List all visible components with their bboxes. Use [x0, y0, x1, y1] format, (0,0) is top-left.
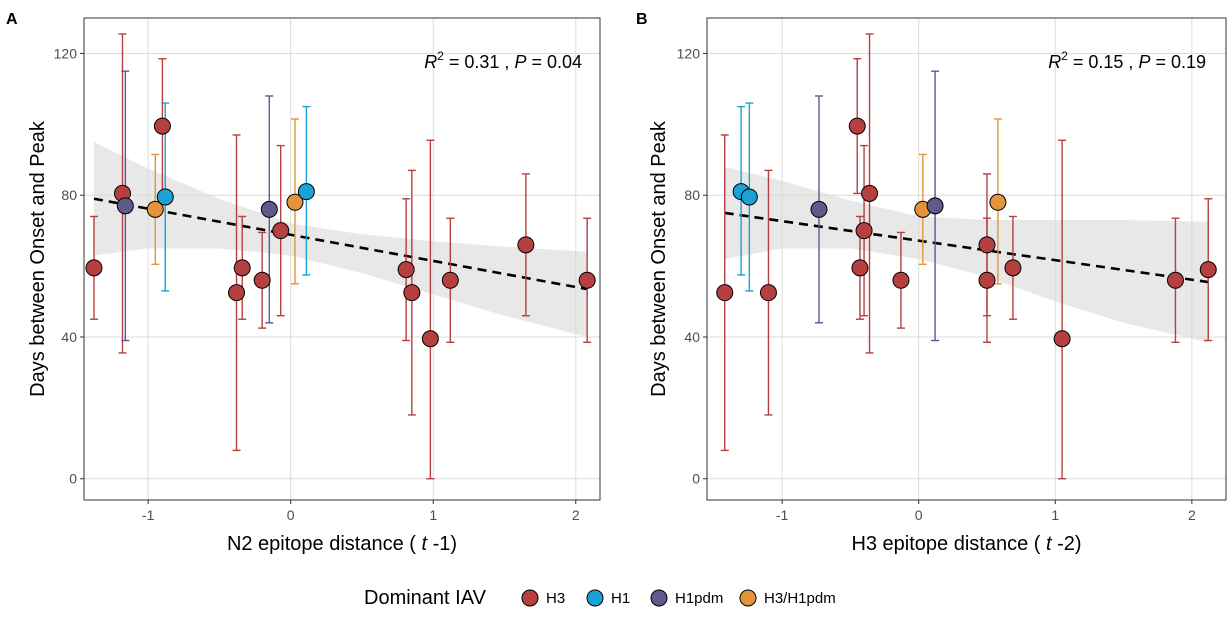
- x-tick-label: 0: [915, 507, 923, 523]
- legend-item: H1pdm: [650, 589, 723, 607]
- x-tick-label: 1: [429, 507, 437, 523]
- data-point: [1004, 259, 1022, 277]
- data-point: [716, 284, 734, 302]
- y-axis-title: Days between Onset and Peak: [27, 120, 49, 397]
- error-bar: [1058, 139, 1067, 480]
- regression-line: [724, 211, 1209, 284]
- legend-swatch: [521, 589, 539, 607]
- y-tick-label: 120: [54, 45, 78, 61]
- panel-border: [706, 17, 1227, 501]
- data-point: [421, 330, 439, 348]
- y-tick-label: 0: [692, 471, 700, 487]
- data-point: [441, 271, 459, 289]
- x-tick-label: 0: [287, 507, 295, 523]
- data-point: [156, 188, 174, 206]
- x-tick-label: 1: [1051, 507, 1059, 523]
- x-tick-label: -1: [776, 507, 789, 523]
- data-point: [851, 259, 869, 277]
- data-point: [153, 117, 171, 135]
- legend-box: [352, 577, 906, 617]
- panel-tag: A: [6, 11, 18, 28]
- data-point: [578, 271, 596, 289]
- data-point: [1199, 261, 1217, 279]
- data-point: [397, 261, 415, 279]
- confidence-ribbon: [93, 142, 588, 337]
- x-axis-title: H3 epitope distance ( t -2): [851, 533, 1081, 555]
- x-tick-label: -1: [142, 507, 155, 523]
- legend-label: H1: [611, 590, 630, 607]
- legend: Dominant IAV H3 H1 H1pdm H3/H1pdm: [352, 577, 906, 617]
- data-point: [116, 197, 134, 215]
- data-point: [740, 188, 758, 206]
- legend-label: H1pdm: [675, 590, 723, 607]
- data-point: [978, 271, 996, 289]
- data-point: [253, 271, 271, 289]
- stats-annotation: R2 = 0.15 , P = 0.19: [1048, 49, 1206, 72]
- y-tick-label: 40: [684, 329, 700, 345]
- data-point: [989, 193, 1007, 211]
- legend-swatch: [586, 589, 604, 607]
- data-point: [403, 284, 421, 302]
- error-bar: [426, 139, 435, 480]
- legend-item: H3: [521, 589, 565, 607]
- y-tick-label: 120: [677, 45, 701, 61]
- data-point: [233, 259, 251, 277]
- regression-line: [93, 197, 588, 291]
- y-axis-title: Days between Onset and Peak: [648, 120, 670, 397]
- x-tick-label: 2: [1188, 507, 1196, 523]
- data-point: [759, 284, 777, 302]
- panel-border: [83, 17, 601, 501]
- legend-title: Dominant IAV: [364, 587, 487, 609]
- data-point: [286, 193, 304, 211]
- data-point: [848, 117, 866, 135]
- panel-tag: B: [636, 11, 648, 28]
- data-point: [272, 222, 290, 240]
- data-point: [892, 271, 910, 289]
- data-point: [810, 200, 828, 218]
- data-point: [146, 200, 164, 218]
- y-tick-label: 80: [684, 187, 700, 203]
- legend-label: H3: [546, 590, 565, 607]
- stats-annotation: R2 = 0.31 , P = 0.04: [424, 49, 582, 72]
- legend-item: H3/H1pdm: [739, 589, 836, 607]
- x-tick-label: 2: [572, 507, 580, 523]
- y-tick-label: 0: [69, 471, 77, 487]
- legend-swatch: [650, 589, 668, 607]
- data-point: [85, 259, 103, 277]
- data-point: [926, 197, 944, 215]
- data-point: [855, 222, 873, 240]
- legend-item: H1: [586, 589, 630, 607]
- confidence-ribbon: [724, 166, 1209, 343]
- data-point: [297, 183, 315, 201]
- data-point: [228, 284, 246, 302]
- data-point: [1053, 330, 1071, 348]
- data-point: [1166, 271, 1184, 289]
- legend-label: H3/H1pdm: [764, 590, 836, 607]
- y-tick-label: 80: [61, 187, 77, 203]
- data-point: [978, 236, 996, 254]
- data-point: [861, 184, 879, 202]
- y-tick-label: 40: [61, 329, 77, 345]
- x-axis-title: N2 epitope distance ( t -1): [227, 533, 457, 555]
- legend-swatch: [739, 589, 757, 607]
- data-point: [260, 200, 278, 218]
- data-point: [517, 236, 535, 254]
